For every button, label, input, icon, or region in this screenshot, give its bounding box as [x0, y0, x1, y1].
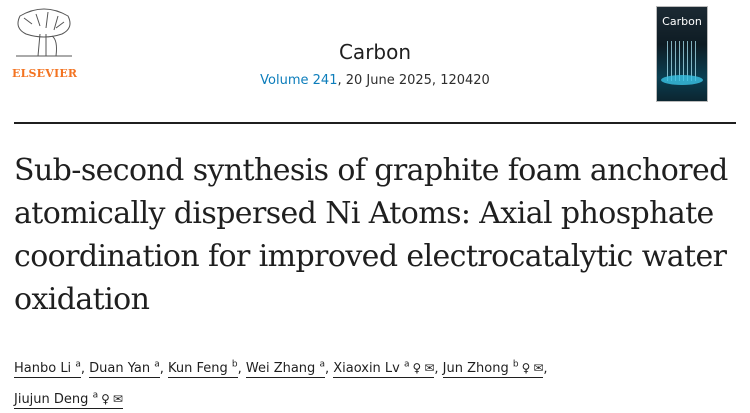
- person-icon: ♀: [521, 361, 531, 376]
- author-name: Xiaoxin Lv: [333, 361, 400, 377]
- author-link[interactable]: Hanbo Li a: [14, 360, 81, 379]
- author-name: Jun Zhong: [442, 361, 509, 377]
- header-divider: [14, 122, 736, 124]
- elsevier-logo[interactable]: ELSEVIER: [12, 6, 78, 80]
- separator: ,: [324, 361, 334, 377]
- author-name: Kun Feng: [167, 361, 228, 377]
- separator: ,: [543, 361, 548, 377]
- affiliation-marker: a: [404, 360, 410, 370]
- elsevier-tree-icon: [16, 8, 72, 57]
- person-icon: ♀: [412, 361, 422, 376]
- separator: ,: [434, 361, 443, 377]
- person-icon: ♀: [101, 391, 110, 406]
- affiliation-marker: a: [75, 360, 81, 370]
- cover-art: [667, 41, 697, 81]
- journal-name[interactable]: Carbon: [338, 40, 412, 64]
- article-title: Sub-second synthesis of graphite foam an…: [14, 153, 728, 317]
- author-name: Wei Zhang: [245, 361, 316, 377]
- email-icon: ✉︎: [424, 361, 435, 376]
- author-link[interactable]: Kun Feng b: [167, 360, 238, 379]
- author-name: Jiujun Deng: [14, 391, 89, 407]
- author-link[interactable]: Wei Zhang a: [245, 360, 325, 379]
- volume-link[interactable]: Volume 241: [260, 73, 338, 88]
- affiliation-marker: a: [319, 360, 325, 370]
- author-list: Hanbo Li a, Duan Yan a, Kun Feng b, Wei …: [14, 352, 734, 413]
- author-link[interactable]: Xiaoxin Lv a ♀ ✉︎: [333, 360, 435, 379]
- author-link[interactable]: Duan Yan a: [89, 360, 160, 379]
- issue-info: Volume 241, 20 June 2025, 120420: [200, 73, 550, 88]
- author-name: Duan Yan: [89, 361, 151, 377]
- affiliation-marker: b: [231, 360, 238, 370]
- journal-header: Carbon Volume 241, 20 June 2025, 120420: [200, 40, 550, 88]
- elsevier-wordmark: ELSEVIER: [12, 67, 78, 80]
- author-link[interactable]: Jiujun Deng a ♀ ✉︎: [14, 390, 123, 409]
- email-icon: ✉︎: [112, 391, 123, 406]
- journal-cover-image[interactable]: Carbon: [656, 6, 708, 102]
- affiliation-marker: a: [154, 360, 160, 370]
- author-link[interactable]: Jun Zhong b ♀ ✉︎: [442, 360, 544, 379]
- affiliation-marker: a: [92, 390, 99, 401]
- separator: ,: [159, 361, 168, 377]
- separator: ,: [80, 361, 90, 377]
- issue-details: , 20 June 2025, 120420: [337, 73, 490, 88]
- cover-art-disk: [661, 75, 703, 85]
- affiliation-marker: b: [512, 360, 519, 370]
- cover-title: Carbon: [662, 15, 702, 28]
- email-icon: ✉︎: [533, 361, 544, 376]
- separator: ,: [237, 361, 246, 377]
- author-name: Hanbo Li: [14, 361, 72, 377]
